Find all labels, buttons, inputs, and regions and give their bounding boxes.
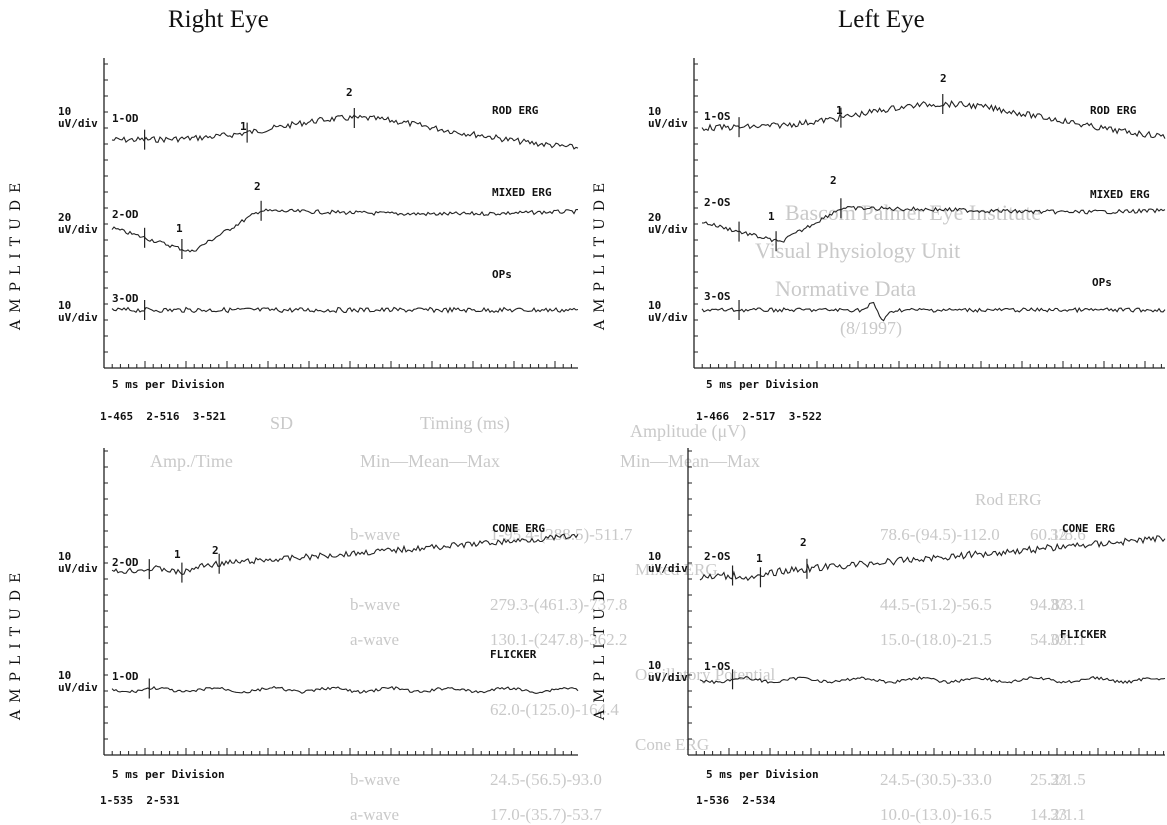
ghost-cell: 60.1/8.6 — [1030, 525, 1086, 544]
ghost-cell: b-wave — [350, 595, 401, 614]
rt-x-caption: 5 ms per Division — [112, 378, 225, 391]
ghost-col-sd: SD — [270, 413, 294, 433]
ghost-cell: b-wave — [350, 525, 401, 544]
rt-mixed-marker-1: 1 — [176, 222, 183, 235]
rb-counts: 1-535 2-531 — [100, 794, 180, 807]
ghost-cell: 24.5-(30.5)-33.0 — [880, 770, 992, 789]
lt-rod-trace — [701, 100, 1166, 139]
lb-cone-scale: 10 uV/div — [648, 550, 688, 575]
rb-cone-trace — [111, 533, 579, 576]
rt-ops-trace — [111, 306, 579, 314]
rt-mixed-id: 2-OD — [112, 208, 139, 221]
rb-cone-id: 2-OD — [112, 556, 139, 569]
ghost-col-amp: Amplitude (μV) — [630, 421, 747, 441]
rt-rod-marker-2: 2 — [346, 86, 353, 99]
ghost-heading-3: Normative Data — [775, 276, 917, 301]
rb-flicker-scale: 10 uV/div — [58, 669, 98, 694]
lt-mixed-name: MIXED ERG — [1090, 188, 1150, 201]
rt-mixed-name: MIXED ERG — [492, 186, 552, 199]
rb-cone-name: CONE ERG — [492, 522, 545, 535]
rt-ops-scale: 10 uV/div — [58, 299, 98, 324]
rt-ops-id: 3-OD — [112, 292, 139, 305]
ghost-cell: 62.0-(125.0)-164.4 — [490, 700, 619, 719]
rb-cone-marker-2: 2 — [212, 544, 219, 557]
lb-flicker-scale: 10 uV/div — [648, 659, 688, 684]
lb-cone-marker-1: 1 — [756, 552, 763, 565]
lt-ops-trace — [701, 301, 1166, 322]
rt-mixed-scale: 20 uV/div — [58, 211, 98, 236]
ghost-cell: 24.5-(56.5)-93.0 — [490, 770, 602, 789]
lt-mixed-marker-1: 1 — [768, 210, 775, 223]
lt-mixed-trace — [701, 205, 1166, 243]
lt-ops-name: OPs — [1092, 276, 1112, 289]
ghost-cell: 130.1-(247.8)-362.2 — [490, 630, 628, 649]
ghost-sub-sd: Amp./Time — [150, 451, 233, 471]
rt-mixed-trace — [111, 208, 578, 253]
ghost-cell: 94.8/3.1 — [1030, 595, 1086, 614]
rb-cone-marker-1: 1 — [174, 548, 181, 561]
ghost-cell: 33 — [1050, 630, 1067, 649]
ghost-sub-amp: Min—Mean—Max — [620, 451, 760, 471]
lt-ops-scale: 10 uV/div — [648, 299, 688, 324]
lb-cone-trace — [699, 535, 1166, 582]
rb-flicker-id: 1-OD — [112, 670, 139, 683]
rt-rod-name: ROD ERG — [492, 104, 539, 117]
lt-rod-name: ROD ERG — [1090, 104, 1137, 117]
lt-rod-id: 1-OS — [704, 110, 731, 123]
ghost-col-time: Timing (ms) — [420, 413, 510, 433]
rb-flicker-name: FLICKER — [490, 648, 537, 661]
ghost-cell: b-wave — [350, 770, 401, 789]
ghost-cell: 1-95.4-(288.5)-511.7 — [490, 525, 633, 544]
ghost-cell: 32 — [1050, 525, 1067, 544]
ghost-cell: 78.6-(94.5)-112.0 — [880, 525, 1000, 544]
ghost-cell: 15.0-(18.0)-21.5 — [880, 630, 992, 649]
lt-mixed-marker-2: 2 — [830, 174, 837, 187]
ghost-heading-1: Bascom Palmer Eye Institute — [785, 200, 1041, 225]
ghost-group-row: Cone ERG — [635, 735, 710, 754]
lb-flicker-trace — [699, 676, 1166, 685]
ghost-cell: 25.2/1.5 — [1030, 770, 1086, 789]
lb-counts: 1-536 2-534 — [696, 794, 776, 807]
lt-mixed-id: 2-OS — [704, 196, 731, 209]
right-eye-title: Right Eye — [168, 6, 269, 33]
rt-counts: 1-465 2-516 3-521 — [100, 410, 226, 423]
ghost-group-row: Rod ERG — [975, 490, 1042, 509]
ghost-cell: 54.0/1.1 — [1030, 630, 1086, 649]
lb-flicker-id: 1-OS — [704, 660, 731, 673]
lt-ops-id: 3-OS — [704, 290, 731, 303]
ghost-sub-time: Min—Mean—Max — [360, 451, 500, 471]
lb-cone-id: 2-OS — [704, 550, 731, 563]
rt-mixed-marker-2: 2 — [254, 180, 261, 193]
left-eye-title: Left Eye — [838, 6, 925, 33]
lt-rod-marker-2: 2 — [940, 72, 947, 85]
ghost-group-row: Mixed ERG — [635, 560, 718, 579]
lb-cone-marker-2: 2 — [800, 536, 807, 549]
lt-rod-marker-1: 1 — [836, 104, 843, 117]
lt-rod-scale: 10 uV/div — [648, 105, 688, 130]
rb-x-caption: 5 ms per Division — [112, 768, 225, 781]
ghost-cell: 33 — [1050, 770, 1067, 789]
lt-x-caption: 5 ms per Division — [706, 378, 819, 391]
ghost-heading-2: Visual Physiology Unit — [755, 238, 961, 263]
lb-x-caption: 5 ms per Division — [706, 768, 819, 781]
lb-flicker-name: FLICKER — [1060, 628, 1107, 641]
rt-rod-marker-1: 1 — [240, 120, 247, 133]
rb-cone-scale: 10 uV/div — [58, 550, 98, 575]
ghost-cell: 33 — [1050, 595, 1067, 614]
ghost-cell: 44.5-(51.2)-56.5 — [880, 595, 992, 614]
lt-counts: 1-466 2-517 3-522 — [696, 410, 822, 423]
lt-mixed-scale: 20 uV/div — [648, 211, 688, 236]
rt-ops-name: OPs — [492, 268, 512, 281]
rb-flicker-trace — [111, 685, 579, 694]
rt-rod-id: 1-OD — [112, 112, 139, 125]
lb-cone-name: CONE ERG — [1062, 522, 1115, 535]
ghost-group-row: Oscillatory Potential — [635, 665, 776, 684]
ghost-heading-4: (8/1997) — [840, 318, 902, 338]
ghost-cell: 279.3-(461.3)-737.8 — [490, 595, 628, 614]
rt-rod-scale: 10 uV/div — [58, 105, 98, 130]
ghost-cell: a-wave — [350, 630, 400, 649]
rt-rod-trace — [111, 114, 579, 150]
